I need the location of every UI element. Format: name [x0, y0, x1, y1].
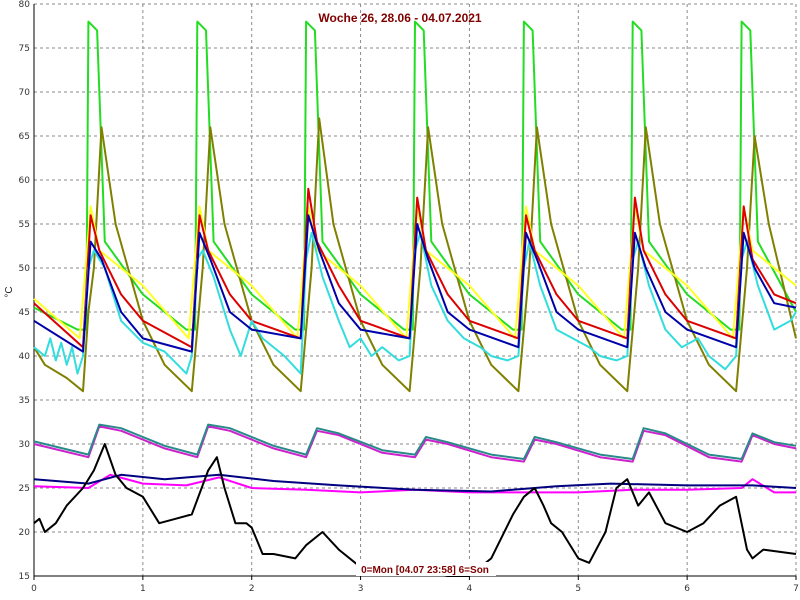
y-tick-label: 30 — [19, 440, 31, 450]
x-tick-label: 6 — [684, 584, 690, 594]
y-tick-label: 60 — [19, 176, 31, 186]
footer-backdrop — [356, 562, 496, 576]
y-tick-label: 45 — [19, 308, 30, 318]
series-line-1 — [33, 20, 797, 331]
x-tick-label: 7 — [793, 584, 799, 594]
x-tick-label: 5 — [575, 584, 581, 594]
series-line-6 — [33, 214, 797, 353]
series-layer — [33, 20, 797, 577]
y-tick-label: 80 — [19, 0, 31, 10]
chart-title: Woche 26, 28.06 - 04.07.2021 — [318, 11, 482, 25]
series-line-7 — [33, 425, 797, 463]
y-tick-label: 15 — [19, 572, 30, 582]
x-tick-label: 1 — [140, 584, 146, 594]
y-tick-label: 70 — [19, 88, 31, 98]
y-tick-label: 75 — [19, 44, 30, 54]
x-tick-label: 4 — [467, 584, 473, 594]
y-tick-label: 25 — [19, 484, 30, 494]
y-tick-label: 65 — [19, 132, 30, 142]
y-tick-label: 50 — [19, 264, 31, 274]
series-line-4 — [33, 187, 797, 349]
series-line-8 — [33, 423, 797, 460]
series-line-10 — [33, 473, 797, 493]
series-line-2 — [33, 117, 797, 393]
y-tick-label: 35 — [19, 396, 30, 406]
footer-legend: 0=Mon [04.07 23:58] 6=Son — [361, 565, 489, 576]
y-tick-label: 55 — [19, 220, 30, 230]
y-axis-label: °C — [4, 286, 15, 297]
y-tick-label: 40 — [19, 352, 31, 362]
x-tick-label: 3 — [358, 584, 364, 594]
y-tick-label: 20 — [19, 528, 31, 538]
x-tick-label: 2 — [249, 584, 255, 594]
x-tick-label: 0 — [31, 584, 37, 594]
